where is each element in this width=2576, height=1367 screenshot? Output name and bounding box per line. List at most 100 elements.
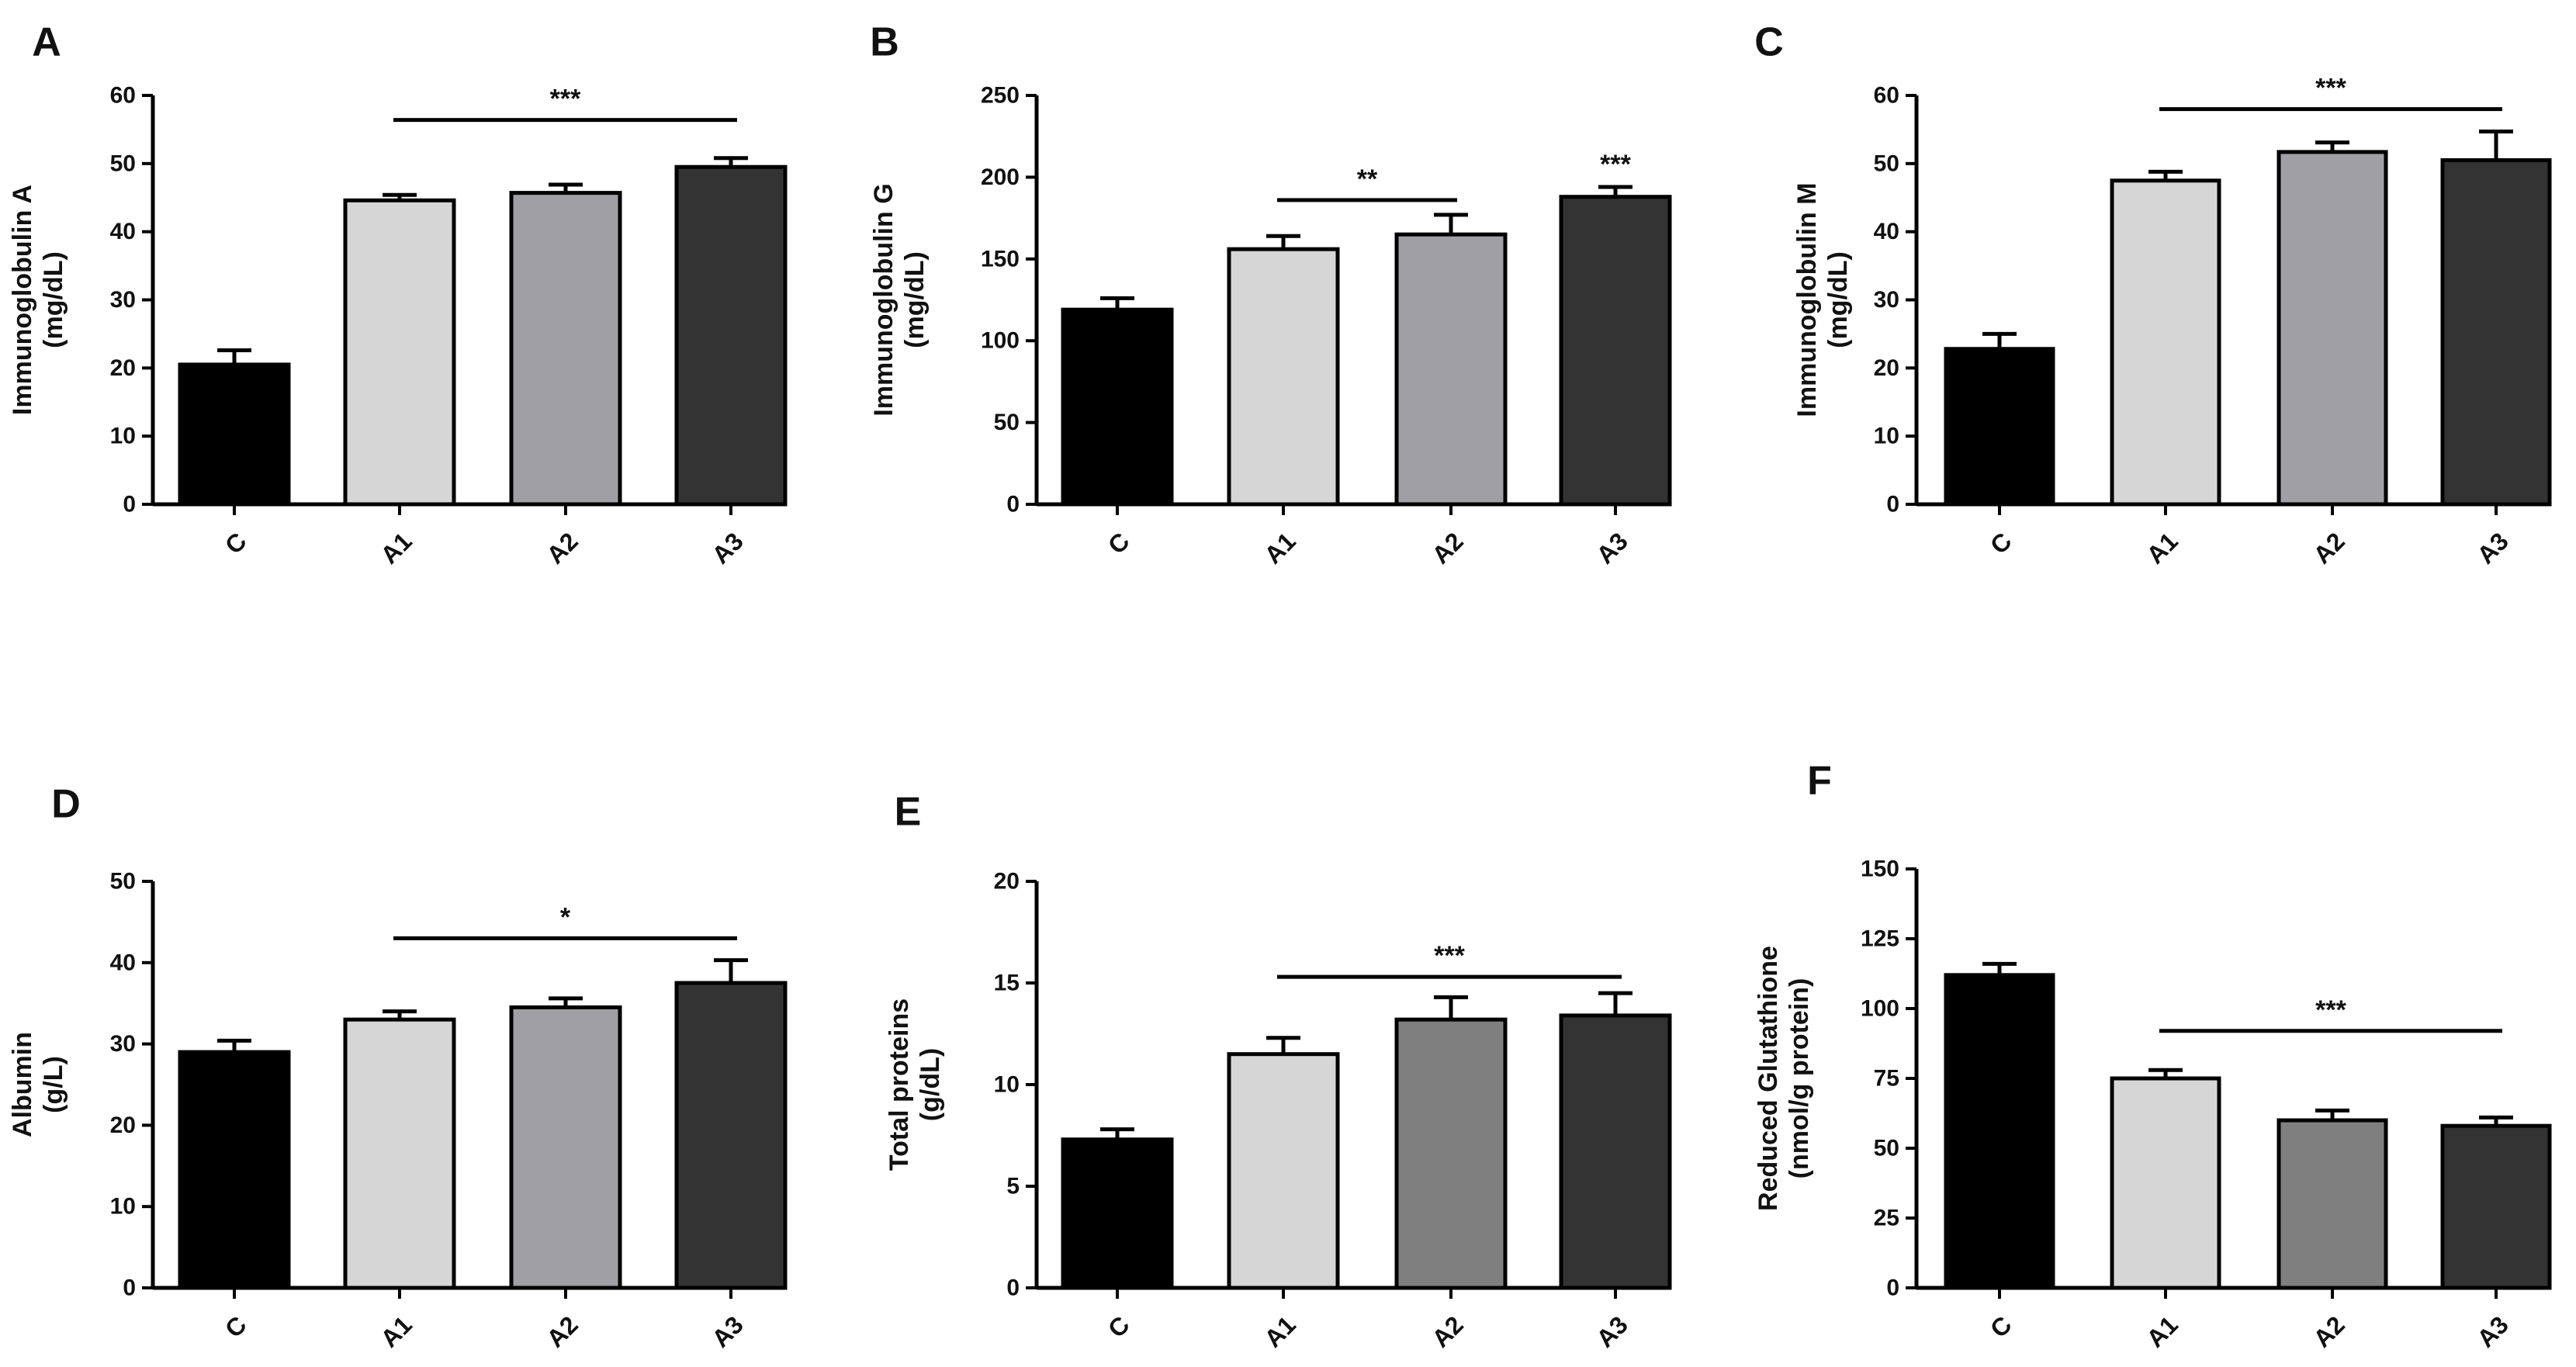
chart-e-y-tick-label: 15 — [994, 971, 1020, 996]
chart-d-x-tick-label-a2: A2 — [541, 1310, 583, 1352]
chart-c-bar-c — [1944, 347, 2055, 507]
chart-f-x-tick-label-a2: A2 — [2308, 1310, 2349, 1352]
chart-d-y-axis-label: Albumin(g/L) — [8, 1032, 68, 1137]
chart-c-y-axis-title: Immunoglobulin M — [1792, 182, 1822, 417]
chart-b-significance-label: ** — [1357, 164, 1378, 194]
chart-d-x-tick-label-a3: A3 — [706, 1310, 748, 1352]
chart-d-y-tick-label: 40 — [110, 950, 136, 975]
chart-c-y-axis-unit: (mg/dL) — [1823, 251, 1853, 348]
chart-f-y-tick-label: 50 — [1874, 1136, 1899, 1161]
chart-a-panel-letter: A — [32, 20, 61, 65]
chart-a-y-tick-label: 0 — [123, 492, 136, 517]
chart-d: D Albumin(g/L) 0 10 20 30 40 50 C A1 A2 A3 * — [8, 782, 788, 1353]
chart-e-y-tick-label: 0 — [1006, 1275, 1020, 1301]
chart-e-x-tick-label-c: C — [1103, 1310, 1135, 1343]
chart-d-y-tick-label: 10 — [110, 1194, 136, 1220]
chart-a-x-tick-label-a3: A3 — [706, 527, 748, 569]
chart-a-x-tick-label-a1: A1 — [375, 527, 417, 569]
chart-e-panel-letter: E — [895, 790, 922, 835]
chart-b-y-tick-label: 0 — [1006, 492, 1020, 517]
chart-b-y-tick-label: 200 — [981, 164, 1020, 190]
chart-f-significance-label: *** — [2315, 995, 2346, 1025]
chart-c-y-tick-label: 60 — [1874, 83, 1899, 109]
chart-b-y-tick-label: 100 — [981, 328, 1020, 354]
chart-d-y-axis-title: Albumin — [8, 1032, 37, 1137]
chart-b-y-axis-unit: (mg/dL) — [900, 251, 930, 348]
chart-b-bar-a2 — [1394, 232, 1508, 507]
chart-f-y-tick-label: 0 — [1886, 1275, 1899, 1301]
chart-d-y-tick-label: 0 — [123, 1275, 136, 1301]
chart-d-y-axis-unit: (g/L) — [39, 1056, 68, 1113]
chart-b-y-tick-label: 250 — [981, 83, 1020, 109]
chart-e-y-axis-label: Total proteins(g/dL) — [885, 998, 945, 1171]
chart-a-bar-a2 — [509, 191, 622, 507]
chart-b-y-axis-title: Immunoglobulin G — [869, 183, 898, 416]
chart-f-y-tick-label: 100 — [1861, 996, 1899, 1022]
chart-a-y-tick-label: 30 — [110, 287, 136, 313]
chart-c-y-tick-label: 0 — [1886, 492, 1899, 517]
chart-c-y-axis-label: Immunoglobulin M(mg/dL) — [1792, 182, 1853, 417]
chart-b-x-tick-label-a2: A2 — [1426, 527, 1468, 569]
chart-d-significance-label: * — [560, 902, 571, 932]
chart-c-y-tick-label: 30 — [1874, 287, 1899, 313]
chart-f-bar-c — [1944, 973, 2055, 1290]
chart-e-significance-label: *** — [1434, 941, 1465, 971]
chart-c-x-tick-label-a1: A1 — [2141, 527, 2183, 569]
chart-f-y-tick-label: 75 — [1874, 1066, 1899, 1092]
chart-e-y-axis-unit: (g/dL) — [916, 1048, 945, 1121]
chart-a-y-tick-label: 10 — [110, 424, 136, 449]
chart-d-panel-letter: D — [51, 782, 81, 827]
chart-c: C Immunoglobulin M(mg/dL) 0 10 20 30 40 50 60 C A1… — [1754, 20, 2552, 569]
chart-b-y-axis-label: Immunoglobulin G(mg/dL) — [869, 183, 930, 416]
chart-a-bar-a1 — [343, 198, 456, 507]
chart-f-bar-a2 — [2277, 1118, 2388, 1290]
chart-e-x-tick-label-a2: A2 — [1426, 1310, 1468, 1352]
chart-e-y-tick-label: 5 — [1006, 1174, 1020, 1199]
chart-f-bar-a3 — [2440, 1123, 2552, 1290]
chart-d-x-tick-label-a1: A1 — [375, 1310, 417, 1352]
chart-e-bar-a1 — [1227, 1052, 1340, 1290]
chart-a-x-tick-label-a2: A2 — [541, 527, 583, 569]
chart-e-x-tick-label-a1: A1 — [1259, 1310, 1300, 1352]
chart-b-x-tick-label-c: C — [1103, 527, 1135, 559]
chart-c-y-tick-label: 40 — [1874, 219, 1899, 244]
chart-f-x-tick-label-c: C — [1985, 1310, 2017, 1343]
chart-f: F Reduced Glutathione(nmol/g protein) 0 25 5… — [1754, 759, 2552, 1353]
chart-d-bar-a1 — [343, 1017, 456, 1290]
chart-c-bar-a3 — [2440, 157, 2552, 507]
chart-e-bar-a3 — [1559, 1013, 1672, 1290]
chart-b-bar-a1 — [1227, 247, 1340, 507]
chart-a-y-tick-label: 40 — [110, 219, 136, 244]
chart-c-bar-a1 — [2110, 178, 2221, 507]
chart-d-bar-a3 — [674, 981, 788, 1290]
chart-c-bar-a2 — [2277, 150, 2388, 507]
chart-b-x-tick-label-a1: A1 — [1259, 527, 1300, 569]
chart-b-panel-letter: B — [870, 20, 899, 65]
chart-a: A Immunoglobulin A(mg/dL) 0 10 20 30 40 50 60 C A1… — [8, 20, 788, 569]
chart-b: B Immunoglobulin G(mg/dL) 0 50 100 150 200 250 C… — [869, 20, 1672, 569]
chart-c-x-tick-label-a3: A3 — [2471, 527, 2513, 569]
chart-a-y-axis-label: Immunoglobulin A(mg/dL) — [8, 185, 68, 415]
chart-b-y-tick-label: 150 — [981, 246, 1020, 272]
chart-f-y-tick-label: 125 — [1861, 926, 1899, 952]
chart-f-y-axis-unit: (nmol/g protein) — [1785, 978, 1814, 1179]
chart-f-x-tick-label-a3: A3 — [2471, 1310, 2513, 1352]
chart-a-y-tick-label: 20 — [110, 355, 136, 381]
chart-c-x-tick-label-c: C — [1985, 527, 2017, 559]
chart-c-x-tick-label-a2: A2 — [2308, 527, 2349, 569]
chart-f-x-tick-label-a1: A1 — [2141, 1310, 2183, 1352]
chart-d-bar-c — [178, 1050, 291, 1290]
chart-b-bar-c — [1061, 307, 1174, 507]
chart-e-x-tick-label-a3: A3 — [1591, 1310, 1633, 1352]
chart-d-bar-a2 — [509, 1005, 622, 1290]
chart-b-x-tick-label-a3: A3 — [1591, 527, 1633, 569]
chart-f-panel-letter: F — [1807, 759, 1832, 804]
chart-e-y-tick-label: 10 — [994, 1072, 1020, 1098]
chart-a-y-tick-label: 50 — [110, 151, 136, 176]
chart-c-y-tick-label: 50 — [1874, 151, 1899, 176]
chart-a-x-tick-label-c: C — [220, 527, 252, 559]
chart-a-bar-a3 — [674, 164, 788, 507]
chart-f-y-axis-label: Reduced Glutathione(nmol/g protein) — [1754, 946, 1814, 1211]
chart-d-y-tick-label: 30 — [110, 1031, 136, 1057]
